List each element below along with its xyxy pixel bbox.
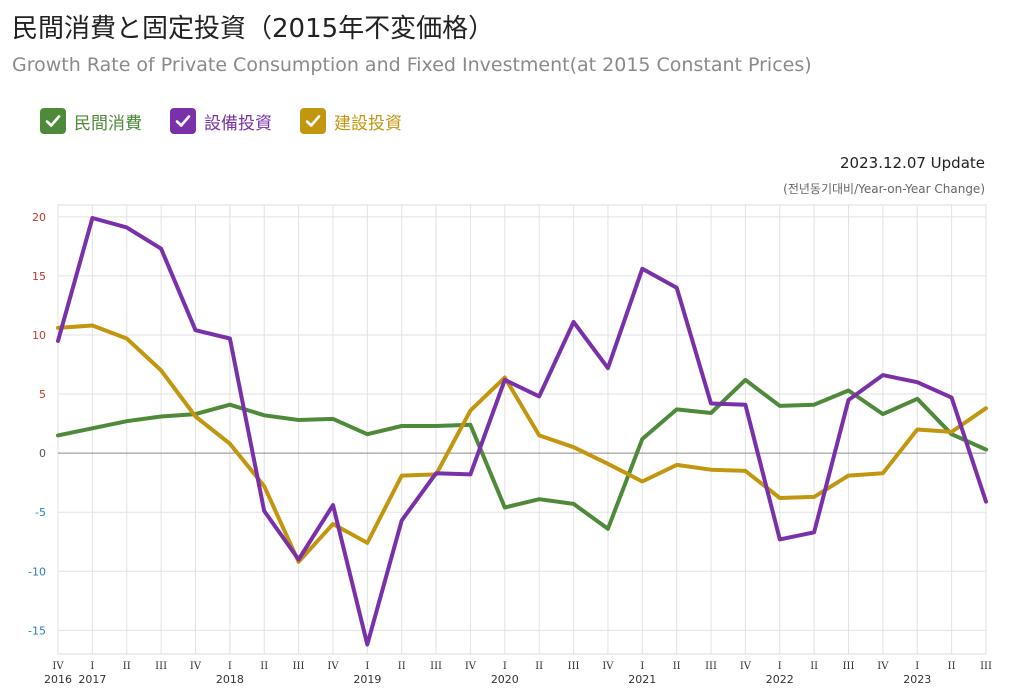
x-tick-quarter: I bbox=[915, 661, 919, 672]
x-tick-quarter: II bbox=[673, 661, 681, 672]
check-icon bbox=[40, 108, 66, 134]
x-tick-quarter: IV bbox=[877, 661, 889, 672]
x-tick-quarter: II bbox=[398, 661, 406, 672]
x-tick-year: 2018 bbox=[216, 673, 244, 686]
x-tick-quarter: I bbox=[640, 661, 644, 672]
x-tick-quarter: IV bbox=[740, 661, 752, 672]
y-tick-label: 10 bbox=[32, 329, 46, 342]
y-tick-label: 20 bbox=[32, 211, 46, 224]
legend: 民間消費 設備投資 建設投資 bbox=[40, 108, 402, 134]
chart-title: 民間消費と固定投資（2015年不変価格） bbox=[12, 8, 494, 45]
x-tick-year: 2023 bbox=[903, 673, 931, 686]
legend-label: 建設投資 bbox=[334, 109, 402, 134]
x-tick-quarter: III bbox=[568, 661, 580, 672]
series-line-1 bbox=[58, 218, 986, 645]
x-tick-quarter: IV bbox=[327, 661, 339, 672]
x-tick-quarter: IV bbox=[602, 661, 614, 672]
x-tick-year: 2021 bbox=[628, 673, 656, 686]
series-line-2 bbox=[58, 326, 986, 562]
x-tick-quarter: IV bbox=[465, 661, 477, 672]
x-tick-quarter: II bbox=[810, 661, 818, 672]
x-tick-quarter: I bbox=[228, 661, 232, 672]
x-tick-quarter: III bbox=[705, 661, 717, 672]
x-tick-year: 2016 bbox=[44, 673, 72, 686]
line-chart: 20151050-5-10-15IV2016I2017IIIIIIVI2018I… bbox=[0, 196, 1021, 694]
x-tick-quarter: II bbox=[948, 661, 956, 672]
x-tick-quarter: III bbox=[843, 661, 855, 672]
y-tick-label: 5 bbox=[39, 388, 46, 401]
plot-frame bbox=[58, 205, 986, 654]
x-tick-year: 2019 bbox=[353, 673, 381, 686]
y-tick-label: 0 bbox=[39, 447, 46, 460]
unit-label: (전년동기대비/Year-on-Year Change) bbox=[783, 180, 985, 197]
x-tick-quarter: I bbox=[90, 661, 94, 672]
x-tick-quarter: III bbox=[155, 661, 167, 672]
x-tick-quarter: III bbox=[293, 661, 305, 672]
legend-item-private-consumption[interactable]: 民間消費 bbox=[40, 108, 142, 134]
y-tick-label: -15 bbox=[28, 624, 46, 637]
y-tick-label: 15 bbox=[32, 270, 46, 283]
x-tick-quarter: I bbox=[365, 661, 369, 672]
legend-label: 設備投資 bbox=[204, 109, 272, 134]
legend-item-equipment-investment[interactable]: 設備投資 bbox=[170, 108, 272, 134]
x-tick-year: 2020 bbox=[491, 673, 519, 686]
x-tick-quarter: I bbox=[503, 661, 507, 672]
check-icon bbox=[300, 108, 326, 134]
y-tick-label: -5 bbox=[35, 506, 46, 519]
x-tick-quarter: III bbox=[980, 661, 992, 672]
legend-label: 民間消費 bbox=[74, 109, 142, 134]
check-icon bbox=[170, 108, 196, 134]
x-tick-quarter: I bbox=[778, 661, 782, 672]
update-date: 2023.12.07 Update bbox=[840, 154, 985, 172]
x-tick-quarter: II bbox=[535, 661, 543, 672]
chart-subtitle: Growth Rate of Private Consumption and F… bbox=[12, 54, 812, 76]
x-tick-quarter: II bbox=[260, 661, 268, 672]
x-tick-quarter: IV bbox=[190, 661, 202, 672]
x-tick-year: 2022 bbox=[766, 673, 794, 686]
x-tick-quarter: IV bbox=[52, 661, 64, 672]
x-tick-quarter: III bbox=[430, 661, 442, 672]
x-tick-year: 2017 bbox=[78, 673, 106, 686]
x-tick-quarter: II bbox=[123, 661, 131, 672]
legend-item-construction-investment[interactable]: 建設投資 bbox=[300, 108, 402, 134]
y-tick-label: -10 bbox=[28, 565, 46, 578]
